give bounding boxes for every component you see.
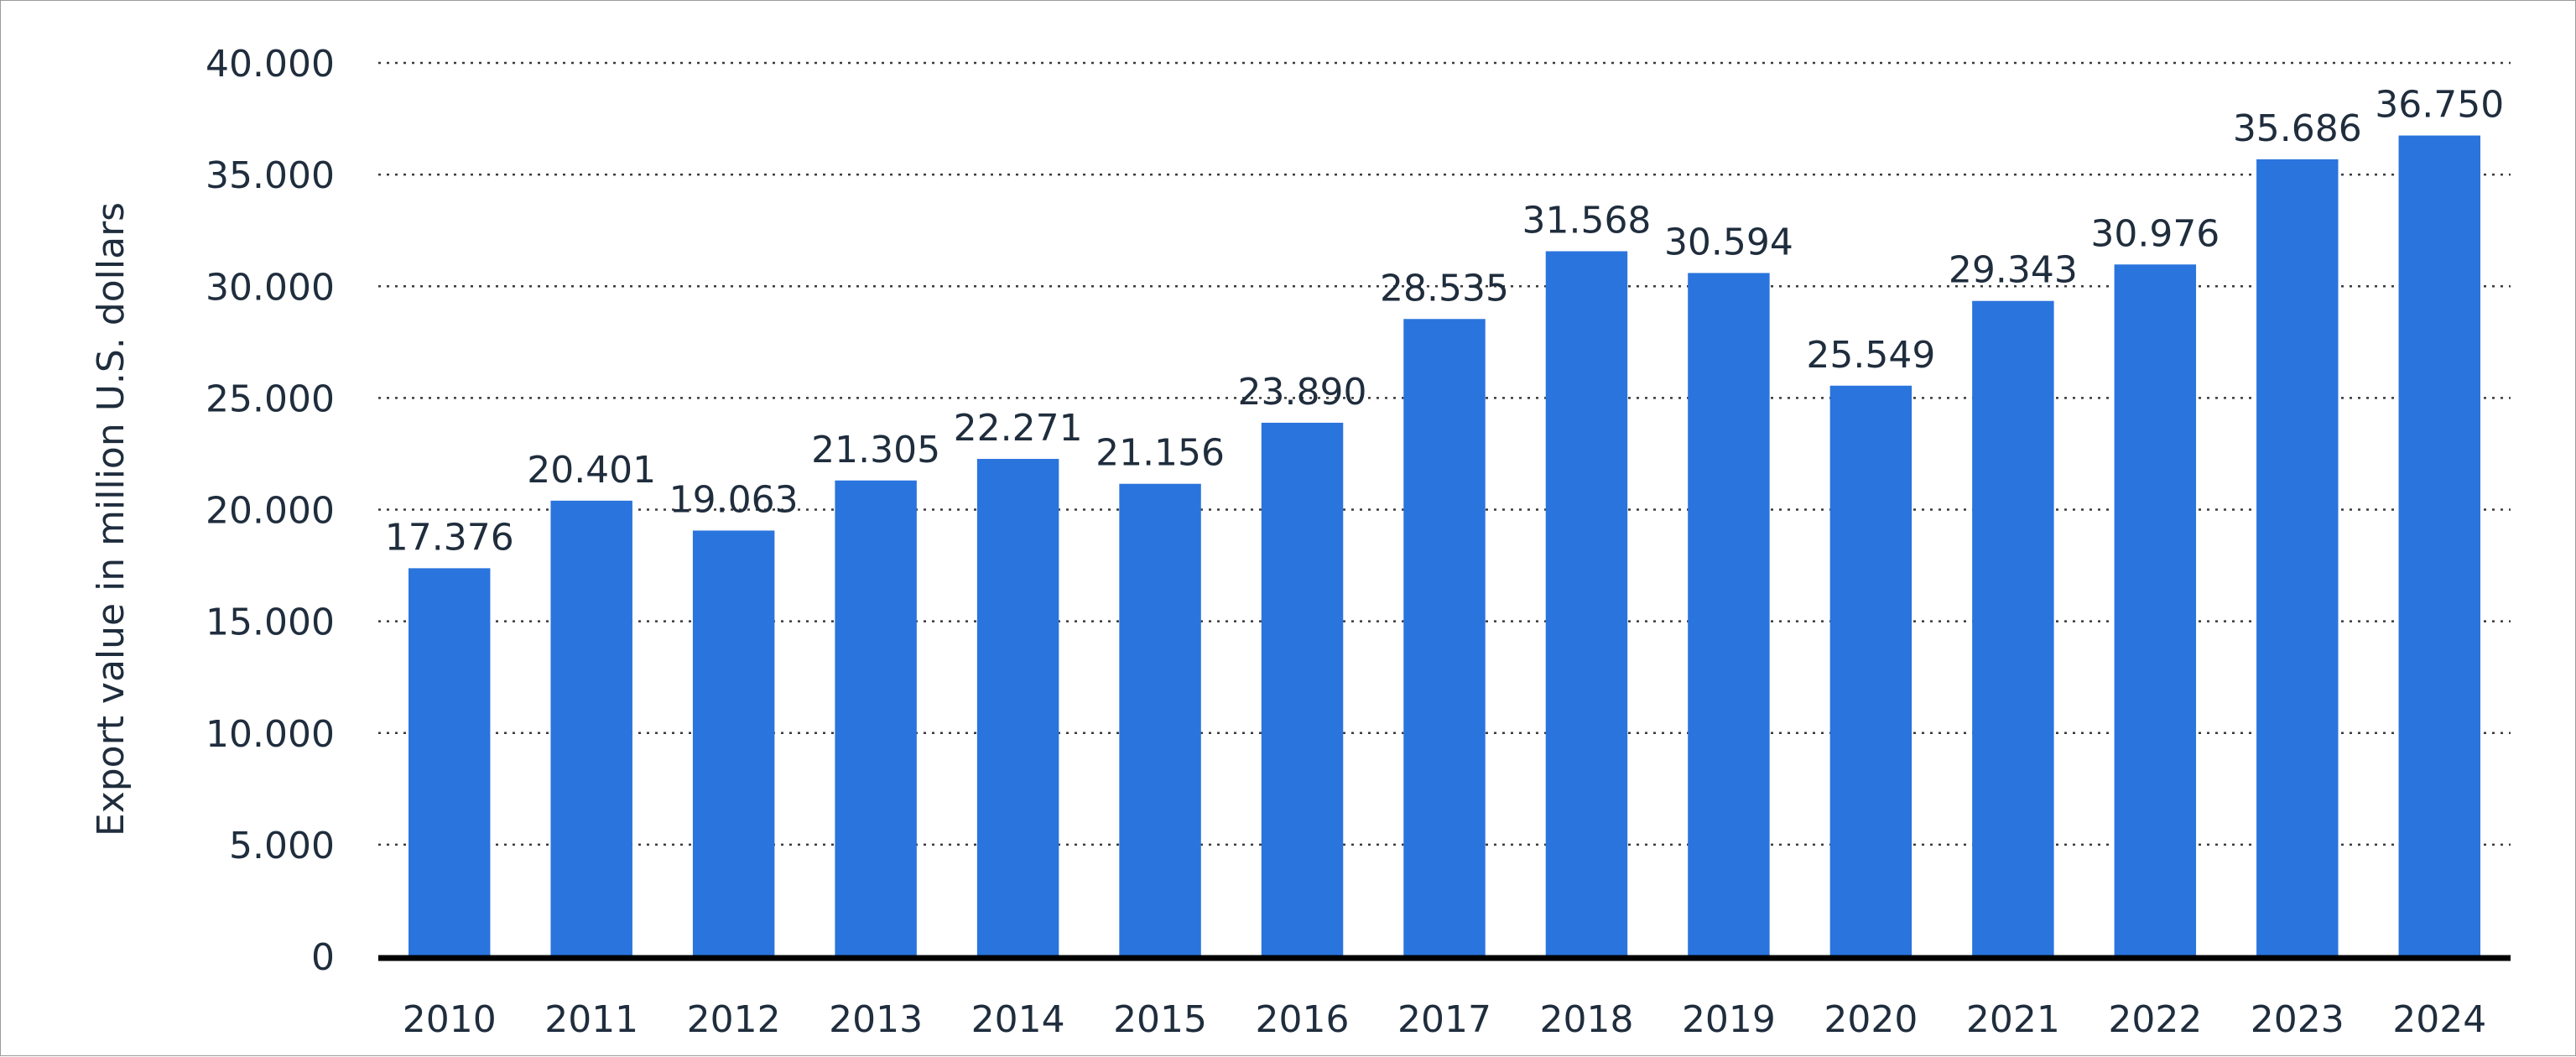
y-tick-label: 30.000	[206, 266, 335, 309]
x-axis-ticks: 2010 2011 2012 2013 2014 2015 2016 2017 2018 2019…	[403, 998, 2487, 1041]
x-tick-label-2024: 2024	[2392, 998, 2486, 1041]
x-tick-label-2020: 2020	[1824, 998, 1918, 1041]
x-tick-label-2023: 2023	[2251, 998, 2344, 1041]
x-tick-label-2016: 2016	[1256, 998, 1350, 1041]
data-label-2017: 28.535	[1380, 267, 1509, 310]
x-tick-label-2018: 2018	[1539, 998, 1633, 1041]
bar-2021	[1972, 300, 2054, 956]
bar-2014	[976, 459, 1059, 956]
bar-2012	[692, 530, 775, 956]
x-tick-label-2019: 2019	[1682, 998, 1776, 1041]
data-label-2024: 36.750	[2375, 84, 2504, 127]
y-tick-label: 0	[311, 936, 335, 979]
data-label-2019: 30.594	[1664, 221, 1793, 263]
x-tick-label-2021: 2021	[1966, 998, 2060, 1041]
bar-2015	[1119, 483, 1201, 956]
x-tick-label-2022: 2022	[2108, 998, 2202, 1041]
x-tick-label-2011: 2011	[544, 998, 638, 1041]
bar-2013	[835, 480, 917, 956]
data-label-2013: 21.305	[811, 429, 940, 471]
x-tick-label-2017: 2017	[1397, 998, 1491, 1041]
x-tick-label-2010: 2010	[403, 998, 497, 1041]
bar-2019	[1688, 273, 1770, 956]
bar-2011	[550, 500, 632, 956]
y-tick-label: 5.000	[229, 825, 335, 867]
bar-2017	[1403, 319, 1486, 956]
y-tick-label: 25.000	[206, 378, 335, 420]
y-tick-label: 40.000	[206, 43, 335, 86]
data-label-2015: 21.156	[1095, 432, 1225, 475]
data-label-2022: 30.976	[2090, 212, 2220, 255]
bar-2024	[2398, 135, 2480, 956]
y-axis-ticks: 0 5.000 10.000 15.000 20.000 25.000 30.000 35.0…	[206, 43, 335, 979]
y-tick-label: 20.000	[206, 490, 335, 533]
x-tick-label-2015: 2015	[1113, 998, 1207, 1041]
data-label-2012: 19.063	[669, 478, 799, 521]
bar-2022	[2114, 264, 2197, 956]
bar-2023	[2256, 159, 2339, 957]
data-label-2021: 29.343	[1949, 249, 2078, 292]
x-tick-label-2013: 2013	[829, 998, 923, 1041]
data-labels: 17.376 20.401 19.063 21.305 22.271 21.156 23.8…	[385, 84, 2505, 560]
y-tick-label: 10.000	[206, 713, 335, 756]
data-label-2020: 25.549	[1806, 334, 1935, 377]
y-tick-label: 15.000	[206, 601, 335, 644]
data-label-2018: 31.568	[1522, 200, 1651, 242]
data-label-2010: 17.376	[385, 516, 514, 559]
data-label-2016: 23.890	[1238, 371, 1367, 414]
bars	[409, 135, 2480, 957]
data-label-2011: 20.401	[527, 449, 656, 492]
bar-2018	[1545, 251, 1628, 956]
bar-2010	[409, 568, 491, 956]
y-axis-title: Export value in million U.S. dollars	[90, 202, 133, 836]
x-tick-label-2014: 2014	[971, 998, 1065, 1041]
data-label-2023: 35.686	[2233, 107, 2362, 150]
data-label-2014: 22.271	[954, 407, 1083, 450]
bar-2020	[1829, 385, 1912, 956]
bar-2016	[1261, 422, 1344, 957]
y-tick-label: 35.000	[206, 154, 335, 197]
x-tick-label-2012: 2012	[687, 998, 781, 1041]
